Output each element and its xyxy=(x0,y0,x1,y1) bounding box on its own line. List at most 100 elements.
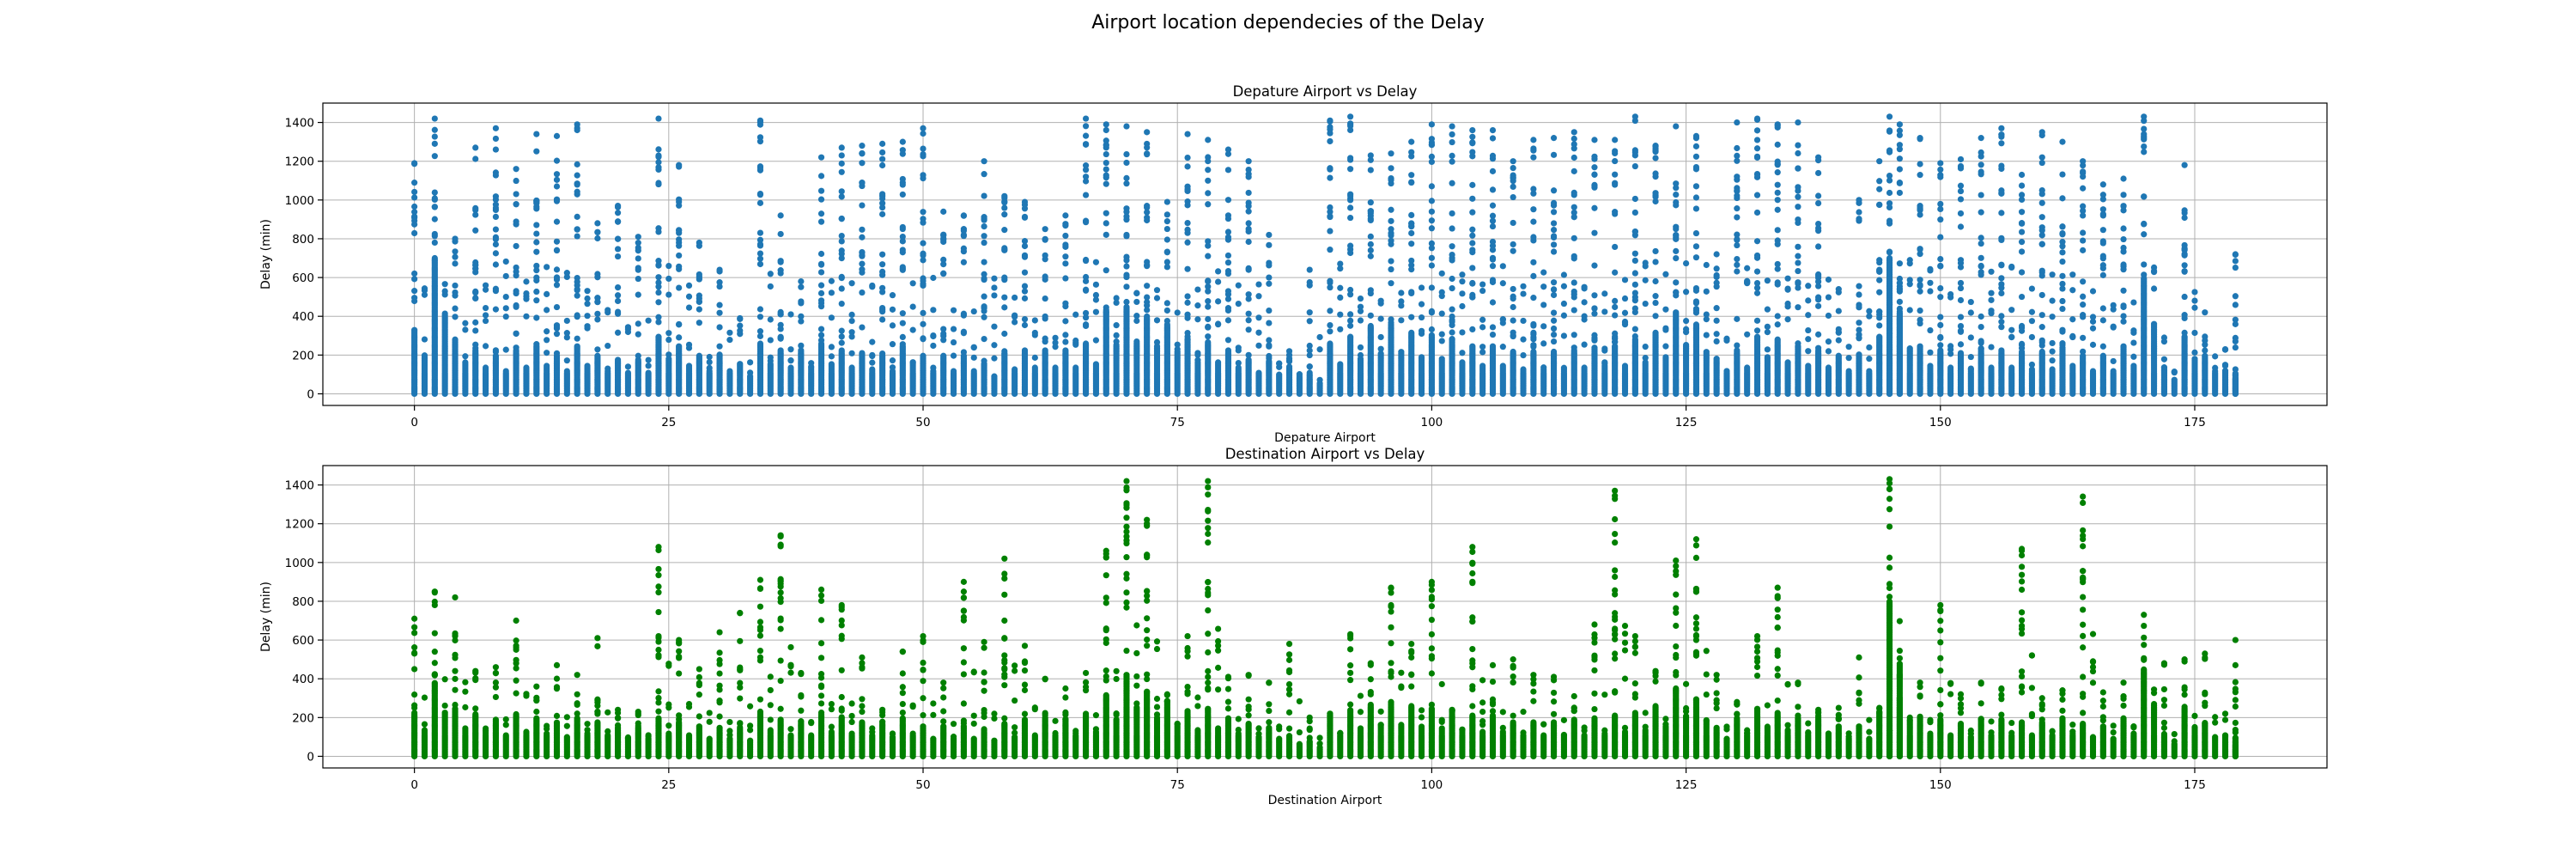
panel-0-point xyxy=(1479,344,1486,350)
panel-0-point xyxy=(1306,347,1313,354)
panel-0-point xyxy=(940,270,947,277)
panel-0-point xyxy=(1428,158,1436,166)
panel-0-point xyxy=(991,355,998,362)
panel-0-point xyxy=(981,192,987,199)
panel-0-point xyxy=(441,288,448,295)
panel-0-point xyxy=(1652,190,1659,197)
panel-0-point xyxy=(1235,282,1242,289)
panel-0-point xyxy=(817,269,825,276)
panel-0-point xyxy=(472,261,479,269)
panel-0-point xyxy=(1469,226,1476,233)
panel-0-point xyxy=(1205,190,1212,197)
panel-0-point xyxy=(1367,253,1374,259)
panel-0-point xyxy=(482,282,489,289)
panel-0-point xyxy=(1174,346,1181,353)
panel-0-point xyxy=(1245,166,1252,174)
panel-0-point xyxy=(1245,158,1252,165)
panel-0-point xyxy=(411,194,418,201)
panel-0-point xyxy=(544,362,550,369)
panel-0-point xyxy=(981,314,987,320)
panel-0-point xyxy=(472,327,479,334)
panel-0-point xyxy=(1692,307,1700,314)
panel-0-point xyxy=(1581,316,1588,323)
panel-0-point xyxy=(605,365,611,372)
panel-0-point xyxy=(614,218,622,225)
panel-0-point xyxy=(991,342,998,349)
panel-0-point xyxy=(614,329,622,336)
panel-0-point xyxy=(1316,333,1323,341)
panel-0-point xyxy=(1245,266,1252,273)
panel-0-point xyxy=(737,314,744,322)
panel-0-point xyxy=(492,234,500,241)
panel-0-point xyxy=(635,255,641,262)
panel-0-point xyxy=(605,307,611,314)
panel-0-point xyxy=(838,300,845,308)
panel-0-point xyxy=(838,273,845,280)
panel-0-point xyxy=(1184,314,1191,321)
panel-0-point xyxy=(1001,304,1008,311)
panel-0-point xyxy=(1357,317,1364,324)
panel-0-point xyxy=(879,316,886,323)
panel-0-point xyxy=(1591,336,1598,344)
panel-0-point xyxy=(899,333,906,341)
panel-0-point xyxy=(1276,371,1283,378)
panel-0-point xyxy=(1367,199,1374,206)
panel-0-point xyxy=(1285,358,1293,365)
panel-0-point xyxy=(838,193,845,200)
panel-0-point xyxy=(1408,289,1415,297)
panel-0-point xyxy=(553,274,561,281)
panel-0-point xyxy=(635,234,641,241)
panel-0-point xyxy=(838,238,845,245)
panel-0-point xyxy=(1021,269,1029,276)
panel-0-point xyxy=(859,324,866,331)
panel-0-point xyxy=(1021,321,1029,329)
panel-0-point xyxy=(1062,332,1069,338)
panel-0-point xyxy=(1479,349,1486,356)
panel-0-point xyxy=(879,140,886,147)
panel-0-point xyxy=(1692,243,1700,250)
panel-0-point xyxy=(492,125,500,131)
panel-0-point xyxy=(1123,283,1130,290)
panel-0-point xyxy=(1612,269,1619,276)
panel-0-point xyxy=(1347,155,1354,161)
panel-0-point xyxy=(798,283,805,290)
panel-0-point xyxy=(655,289,662,296)
panel-0-point xyxy=(1306,318,1313,325)
panel-0-point xyxy=(1082,192,1090,198)
panel-0-point xyxy=(1327,277,1334,284)
panel-0-point xyxy=(1255,369,1262,376)
panel-0-point xyxy=(889,292,896,299)
panel-0-point xyxy=(1652,170,1659,177)
panel-0-point xyxy=(1327,321,1334,329)
panel-0-point xyxy=(594,352,601,359)
panel-0-point xyxy=(655,261,662,269)
panel-0-point xyxy=(859,202,866,209)
panel-0-point xyxy=(817,173,825,180)
panel-0-point xyxy=(889,364,896,371)
panel-0-point xyxy=(960,212,968,219)
panel-0-point xyxy=(1082,162,1090,169)
panel-0-point xyxy=(879,155,886,162)
panel-0-point xyxy=(421,291,428,298)
panel-0-point xyxy=(452,253,459,260)
panel-0-point xyxy=(737,322,744,329)
panel-0-point xyxy=(1428,208,1436,215)
panel-0-point xyxy=(431,189,438,196)
panel-0-point xyxy=(950,338,957,346)
panel-0-point xyxy=(1652,277,1659,285)
panel-0-point xyxy=(1489,222,1497,230)
panel-0-point xyxy=(1224,347,1232,354)
panel-0-point xyxy=(1612,171,1619,178)
panel-0-point xyxy=(635,275,641,283)
panel-0-point xyxy=(859,226,866,233)
panel-0-point xyxy=(544,264,550,271)
panel-0-point xyxy=(1103,267,1109,274)
panel-0-point xyxy=(1163,198,1170,205)
panel-0-point xyxy=(1469,247,1476,253)
panel-0-point xyxy=(960,228,968,235)
panel-0-point xyxy=(1530,218,1537,225)
panel-0-point xyxy=(492,241,500,248)
panel-0-point xyxy=(899,247,906,253)
panel-0-point xyxy=(1581,285,1588,292)
panel-0-point xyxy=(1205,242,1212,249)
